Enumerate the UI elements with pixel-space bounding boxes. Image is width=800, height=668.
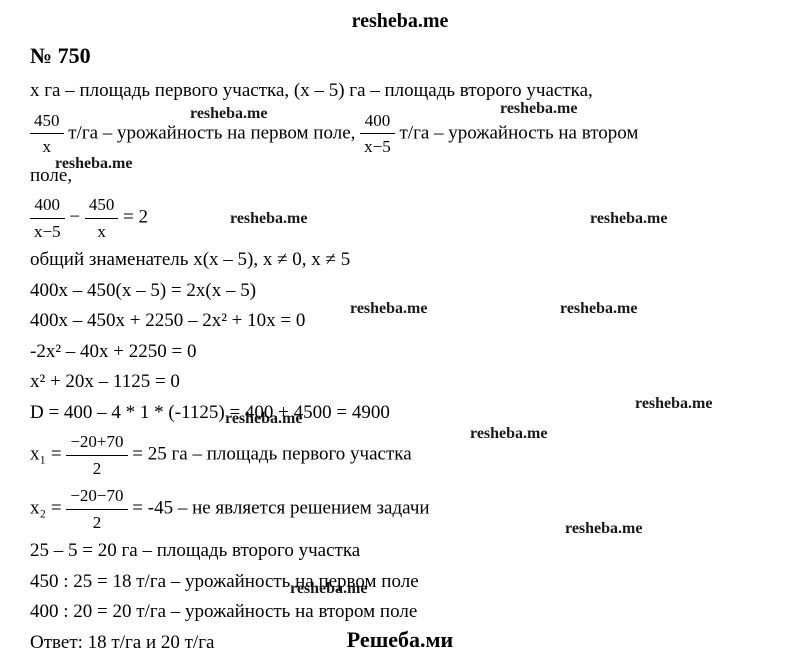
frac-den: x: [30, 134, 64, 160]
frac-num: 450: [30, 108, 64, 135]
frac-den: x−5: [30, 219, 65, 245]
x1-label: x₁ =: [30, 443, 66, 464]
fraction-x1: −20+70 2: [66, 429, 127, 481]
line-5: общий знаменатель x(x – 5), x ≠ 0, x ≠ 5: [30, 246, 770, 275]
line-11: x₁ = −20+70 2 = 25 га – площадь первого …: [30, 429, 770, 481]
fraction-4: 450 x: [85, 192, 119, 244]
frac-den: 2: [66, 510, 127, 536]
line-14: 450 : 25 = 18 т/га – урожайность на перв…: [30, 568, 770, 597]
line-12: x₂ = −20−70 2 = -45 – не является решени…: [30, 483, 770, 535]
text-segment: = 25 га – площадь первого участка: [132, 443, 411, 464]
line-9: x² + 20x – 1125 = 0: [30, 368, 770, 397]
problem-number: № 750: [30, 43, 770, 69]
frac-den: 2: [66, 456, 127, 482]
line-3: поле,: [30, 162, 770, 191]
line-8: -2x² – 40x + 2250 = 0: [30, 338, 770, 367]
line-15: 400 : 20 = 20 т/га – урожайность на втор…: [30, 598, 770, 627]
frac-den: x−5: [360, 134, 395, 160]
minus-sign: −: [69, 206, 84, 227]
text-segment: т/га – урожайность на первом поле,: [68, 122, 360, 143]
line-1: x га – площадь первого участка, (x – 5) …: [30, 77, 770, 106]
frac-num: 400: [30, 192, 65, 219]
text-segment: т/га – урожайность на втором: [400, 122, 639, 143]
fraction-x2: −20−70 2: [66, 483, 127, 535]
fraction-1: 450 x: [30, 108, 64, 160]
line-10: D = 400 – 4 * 1 * (-1125) = 400 + 4500 =…: [30, 399, 770, 428]
line-4: 400 x−5 − 450 x = 2: [30, 192, 770, 244]
frac-num: −20−70: [66, 483, 127, 510]
x2-label: x₂ =: [30, 497, 66, 518]
frac-num: 450: [85, 192, 119, 219]
frac-den: x: [85, 219, 119, 245]
line-7: 400x – 450x + 2250 – 2x² + 10x = 0: [30, 307, 770, 336]
line-6: 400x – 450(x – 5) = 2x(x – 5): [30, 277, 770, 306]
frac-num: 400: [360, 108, 395, 135]
fraction-2: 400 x−5: [360, 108, 395, 160]
equals-2: = 2: [123, 206, 148, 227]
header-watermark: resheba.me: [30, 10, 770, 33]
footer-text: Решеба.ми: [0, 627, 800, 653]
line-2: 450 x т/га – урожайность на первом поле,…: [30, 108, 770, 160]
fraction-3: 400 x−5: [30, 192, 65, 244]
frac-num: −20+70: [66, 429, 127, 456]
text-segment: = -45 – не является решением задачи: [132, 497, 429, 518]
line-13: 25 – 5 = 20 га – площадь второго участка: [30, 537, 770, 566]
